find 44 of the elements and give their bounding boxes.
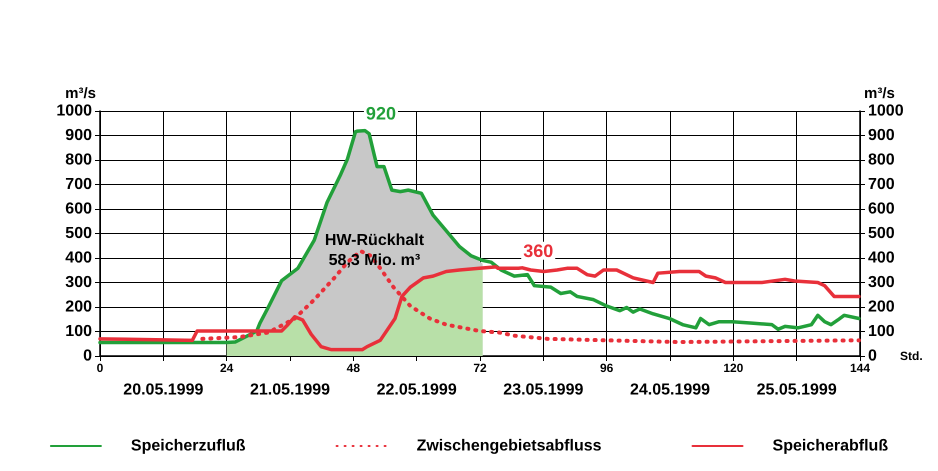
y2-tick-label: 200 <box>868 298 895 316</box>
y2-tick-label: 100 <box>868 323 895 340</box>
x-tick-label: 144 <box>850 361 870 375</box>
x-tick-label: 0 <box>96 361 104 375</box>
annotation: HW-Rückhalt 58,3 Mio. m³ <box>324 232 425 270</box>
x-tick-label: 120 <box>723 361 744 375</box>
y-tick-label: 200 <box>65 298 92 316</box>
x2-tick-label: 22.05.1999 <box>376 382 457 398</box>
x-tick-label: 72 <box>473 361 487 375</box>
y-tick-label: 700 <box>65 176 92 193</box>
y-axis-title: m³/s <box>65 85 96 102</box>
y2-tick-label: 1000 <box>868 102 904 120</box>
y-tick-label: 600 <box>65 200 92 218</box>
x2-tick-label: 24.05.1999 <box>630 382 710 398</box>
y2-tick-label: 0 <box>868 348 877 364</box>
legend-label: Speicherabfluß <box>772 438 888 454</box>
y-tick-label: 100 <box>65 323 92 340</box>
x2-tick-label: 21.05.1999 <box>250 382 330 398</box>
y2-tick-label: 400 <box>868 250 895 266</box>
y-tick-label: 800 <box>65 152 92 168</box>
y-tick-label: 500 <box>65 225 92 242</box>
x-tick-label: 24 <box>220 361 234 375</box>
y-tick-label: 900 <box>65 127 92 144</box>
y2-tick-label: 600 <box>868 200 895 218</box>
legend-label: Zwischengebietsabfluss <box>416 438 602 454</box>
x2-tick-label: 20.05.1999 <box>123 382 204 398</box>
y2-tick-label: 800 <box>868 152 895 168</box>
y2-tick-label: 700 <box>868 176 895 193</box>
x-tick-label: 96 <box>600 361 614 375</box>
y-tick-label: 400 <box>65 250 92 266</box>
x-axis-title: Std. <box>900 349 923 363</box>
y2-tick-label: 900 <box>868 127 895 144</box>
y2-tick-label: 300 <box>868 274 895 291</box>
data-label: 920 <box>366 104 396 124</box>
y-tick-label: 0 <box>83 348 92 364</box>
y2-tick-label: 500 <box>868 225 895 242</box>
legend-label: Speicherzufluß <box>130 438 246 454</box>
y-tick-label: 300 <box>65 274 92 291</box>
x-tick-label: 48 <box>346 361 360 375</box>
x2-tick-label: 25.05.1999 <box>756 382 837 398</box>
data-label: 360 <box>523 240 554 261</box>
y2-axis-title: m³/s <box>864 85 895 102</box>
y-tick-label: 1000 <box>56 102 92 120</box>
x2-tick-label: 23.05.1999 <box>503 382 584 398</box>
